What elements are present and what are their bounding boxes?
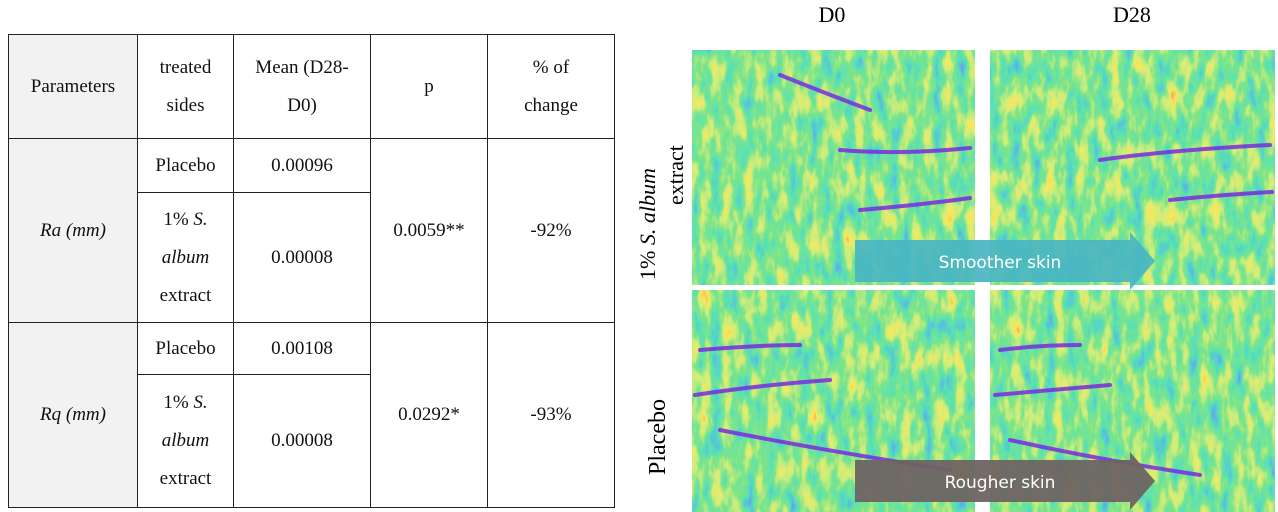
header-cell: p (370, 34, 488, 139)
column-label: D28 (1113, 2, 1151, 27)
dose: 1% (163, 392, 189, 413)
parameter-cell: Ra (mm) (8, 138, 138, 323)
genus: S. (193, 392, 208, 413)
mean-cell: 0.00008 (233, 192, 371, 323)
form: extract (159, 468, 212, 489)
change-cell: -93% (487, 322, 615, 508)
wrinkle-lines (693, 73, 1274, 477)
header-cell: % of change (487, 34, 615, 139)
arrow-label: Smoother skin (939, 253, 1062, 273)
header-row: Parameters treated sides Mean (D28-D0) p… (8, 34, 615, 139)
genus: S. (635, 229, 660, 246)
change-cell: -92% (487, 138, 615, 323)
side-cell: Placebo (137, 322, 234, 375)
mean-cell: 0.00108 (233, 322, 371, 375)
form: extract (663, 145, 688, 205)
genus: S. (193, 208, 208, 230)
row-label: Placebo (645, 399, 671, 475)
side-cell: 1% S. album extract (137, 374, 234, 508)
p-cell: 0.0059** (370, 138, 488, 323)
mean-cell: 0.00096 (233, 138, 371, 193)
mean-cell: 0.00008 (233, 374, 371, 508)
form: extract (159, 284, 212, 306)
header-cell: Parameters (8, 34, 138, 139)
arrow-label: Rougher skin (945, 473, 1056, 493)
dose: 1% (163, 208, 189, 230)
p-cell: 0.0292* (370, 322, 488, 508)
column-label: D0 (819, 2, 846, 27)
arrow: Rougher skin (855, 452, 1155, 510)
row-label: 1% S. album extract (635, 145, 688, 280)
header-cell: treated sides (137, 34, 234, 139)
species: album (635, 168, 660, 223)
dose: 1% (635, 251, 660, 280)
svg-text:1% S. album: 1% S. album (635, 168, 660, 280)
species: album (161, 246, 210, 268)
arrow: Smoother skin (855, 232, 1155, 290)
parameter-cell: Rq (mm) (8, 322, 138, 508)
species: album (161, 430, 210, 451)
side-cell: Placebo (137, 138, 234, 193)
results-table: Parameters treated sides Mean (D28-D0) p… (8, 34, 615, 508)
